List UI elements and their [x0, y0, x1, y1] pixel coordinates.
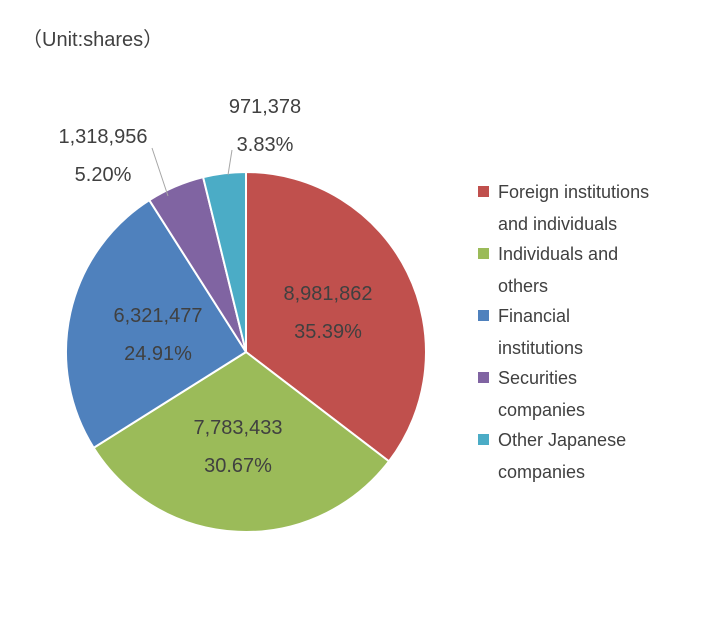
percent-label-securities-companies: 5.20% — [75, 164, 132, 186]
slice-financial-institutions — [65, 198, 248, 450]
slice-foreign-institutions-and-individuals — [245, 170, 427, 463]
legend-label-securities-companies-line1: Securities — [498, 368, 577, 388]
percent-label-other-japanese-companies: 3.83% — [237, 134, 294, 156]
legend-label-foreign-institutions-and-individuals-line1: Foreign institutions — [498, 182, 649, 202]
legend-label-securities-companies-line2: companies — [498, 400, 585, 420]
legend-item-financial-institutions: Financial institutions — [478, 306, 583, 358]
value-label-financial-institutions: 6,321,477 — [114, 305, 203, 327]
legend-label-individuals-and-others-line1: Individuals and — [498, 244, 618, 264]
legend-label-financial-institutions-line2: institutions — [498, 338, 583, 358]
percent-label-financial-institutions: 24.91% — [124, 343, 192, 365]
slice-individuals-and-others — [92, 350, 391, 533]
leader-line-securities-companies — [151, 147, 169, 197]
slice-labels: 8,981,862 35.39% 7,783,433 30.67% 6,321,477 2… — [59, 96, 373, 477]
percent-label-individuals-and-others: 30.67% — [204, 455, 272, 477]
legend-swatch-individuals-and-others — [478, 248, 489, 259]
legend-item-other-japanese-companies: Other Japanese companies — [478, 430, 626, 482]
pie-slices — [65, 170, 427, 533]
legend-swatch-other-japanese-companies — [478, 434, 489, 445]
legend-swatch-securities-companies — [478, 372, 489, 383]
value-label-securities-companies: 1,318,956 — [59, 126, 148, 148]
slice-other-japanese-companies — [201, 170, 247, 353]
legend-swatch-financial-institutions — [478, 310, 489, 321]
value-label-foreign-institutions-and-individuals: 8,981,862 — [284, 283, 373, 305]
legend-label-foreign-institutions-and-individuals-line2: and individuals — [498, 214, 617, 234]
leader-line-other-japanese-companies — [227, 149, 233, 176]
value-label-individuals-and-others: 7,783,433 — [194, 417, 283, 439]
legend-item-foreign-institutions-and-individuals: Foreign institutions and individuals — [478, 182, 649, 234]
legend-label-individuals-and-others-line2: others — [498, 276, 548, 296]
legend-item-securities-companies: Securities companies — [478, 368, 585, 420]
legend-label-financial-institutions-line1: Financial — [498, 306, 570, 326]
legend-label-other-japanese-companies-line1: Other Japanese — [498, 430, 626, 450]
percent-label-foreign-institutions-and-individuals: 35.39% — [294, 321, 362, 343]
leader-lines — [151, 147, 233, 197]
legend: Foreign institutions and individuals Indiv… — [478, 182, 649, 482]
legend-swatch-foreign-institutions-and-individuals — [478, 186, 489, 197]
legend-item-individuals-and-others: Individuals and others — [478, 244, 618, 296]
legend-label-other-japanese-companies-line2: companies — [498, 462, 585, 482]
unit-label: （Unit:shares） — [22, 28, 163, 51]
value-label-other-japanese-companies: 971,378 — [229, 96, 301, 118]
